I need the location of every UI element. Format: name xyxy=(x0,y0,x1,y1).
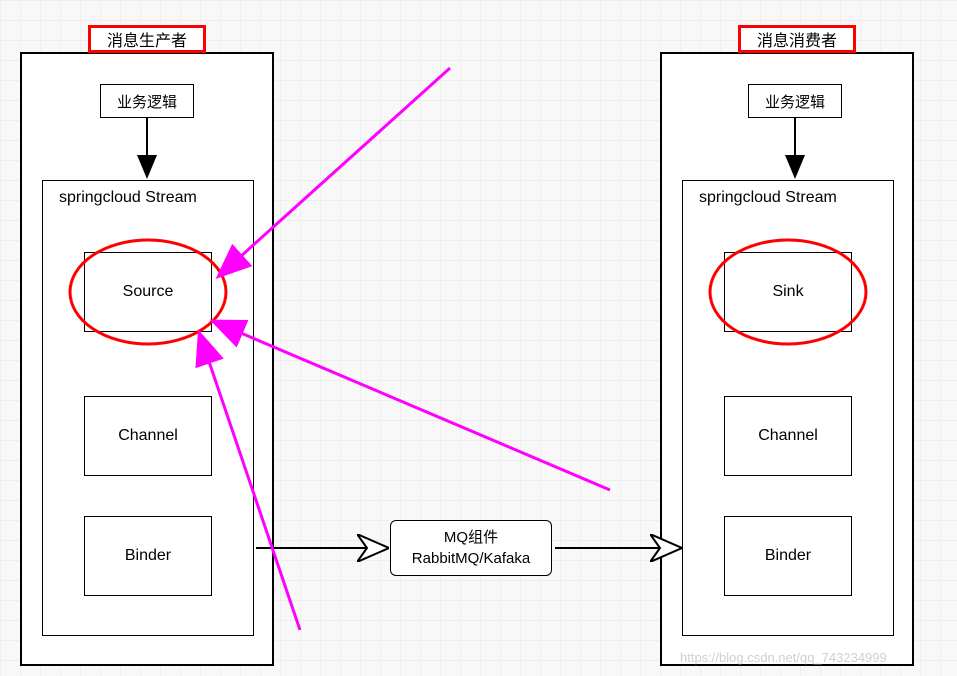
source-box: Source xyxy=(84,252,212,332)
consumer-logic: 业务逻辑 xyxy=(748,84,842,118)
sink-box: Sink xyxy=(724,252,852,332)
consumer-stream-title: springcloud Stream xyxy=(699,189,837,207)
annotation-arrow-2 xyxy=(215,322,610,490)
producer-binder-box: Binder xyxy=(84,516,212,596)
watermark-text: https://blog.csdn.net/qq_743234999 xyxy=(680,650,887,665)
consumer-logic-label: 业务逻辑 xyxy=(765,91,825,112)
consumer-binder-label: Binder xyxy=(765,547,811,565)
watermark: https://blog.csdn.net/qq_743234999 xyxy=(680,650,887,665)
producer-logic-label: 业务逻辑 xyxy=(117,91,177,112)
mq-line1: MQ组件 xyxy=(444,527,498,548)
producer-stream-title: springcloud Stream xyxy=(59,189,197,207)
producer-channel-box: Channel xyxy=(84,396,212,476)
consumer-channel-label: Channel xyxy=(758,427,818,445)
producer-binder-label: Binder xyxy=(125,547,171,565)
consumer-header-label: 消息消费者 xyxy=(757,27,837,51)
producer-channel-label: Channel xyxy=(118,427,178,445)
producer-header-label: 消息生产者 xyxy=(107,27,187,51)
producer-logic: 业务逻辑 xyxy=(100,84,194,118)
mq-line2: RabbitMQ/Kafaka xyxy=(412,548,530,569)
consumer-header: 消息消费者 xyxy=(738,25,856,53)
consumer-binder-box: Binder xyxy=(724,516,852,596)
sink-label: Sink xyxy=(772,283,803,301)
producer-header: 消息生产者 xyxy=(88,25,206,53)
consumer-channel-box: Channel xyxy=(724,396,852,476)
source-label: Source xyxy=(123,283,174,301)
mq-box: MQ组件 RabbitMQ/Kafaka xyxy=(390,520,552,576)
